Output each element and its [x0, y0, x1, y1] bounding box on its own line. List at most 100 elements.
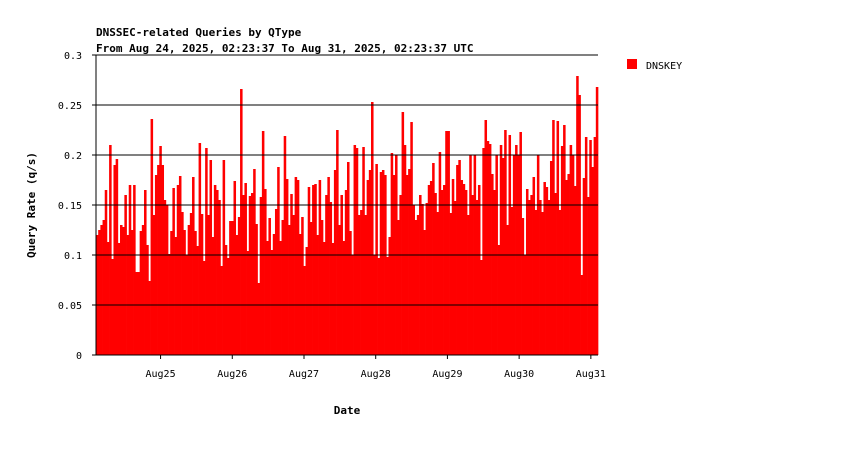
bar-dnskey [501, 158, 505, 355]
bar-dnskey [150, 119, 154, 355]
bar-dnskey [133, 185, 136, 355]
bar-dnskey [360, 210, 363, 355]
x-tick-label: Aug30 [504, 369, 534, 380]
bar-dnskey [565, 180, 568, 355]
bar-dnskey [102, 220, 106, 355]
bar-dnskey [117, 243, 121, 355]
bar-dnskey [399, 195, 402, 355]
bar-dnskey [567, 174, 570, 355]
bar-dnskey [303, 266, 306, 355]
y-tick-label: 0.1 [64, 251, 82, 262]
bar-dnskey [139, 231, 143, 355]
bar-dnskey [290, 194, 293, 355]
bar-dnskey [226, 258, 230, 355]
bar-dnskey [390, 153, 394, 355]
bar-dnskey [331, 243, 335, 355]
bar-dnskey [569, 145, 573, 355]
bar-dnskey [285, 179, 289, 355]
bar-dnskey [325, 195, 328, 355]
bar-dnskey [181, 212, 184, 355]
bar-dnskey [554, 193, 557, 355]
bar-dnskey [449, 213, 453, 355]
bar-dnskey [202, 261, 206, 355]
bar-dnskey [377, 258, 381, 355]
chart-title: DNSSEC-related Queries by QType [96, 26, 302, 39]
bar-dnskey [198, 143, 202, 355]
bar-dnskey [397, 220, 400, 355]
bar-dnskey [357, 215, 361, 355]
legend: DNSKEY [627, 59, 682, 72]
bar-dnskey [423, 230, 426, 355]
x-tick-label: Aug27 [289, 369, 319, 380]
bar-dnskey [593, 137, 597, 355]
x-ticks-group: Aug25 Aug26 Aug27 Aug28 Aug29 Aug30 Aug31 [146, 355, 606, 380]
bar-dnskey [274, 209, 278, 355]
bars-group [96, 76, 599, 355]
bar-dnskey [272, 234, 276, 355]
bar-dnskey [460, 180, 464, 355]
bar-dnskey [412, 205, 416, 355]
bar-dnskey [288, 225, 291, 355]
bar-dnskey [144, 190, 147, 355]
bar-dnskey [408, 169, 411, 355]
y-tick-label: 0 [76, 351, 82, 362]
bar-dnskey [453, 201, 457, 355]
bar-dnskey [327, 177, 330, 355]
bar-dnskey [261, 131, 265, 355]
bar-dnskey [366, 180, 370, 355]
bar-dnskey [499, 145, 503, 355]
bar-dnskey [316, 235, 319, 355]
bar-dnskey [161, 165, 165, 355]
bar-dnskey [392, 175, 396, 355]
bar-dnskey [440, 190, 444, 355]
bar-dnskey [130, 230, 134, 355]
bar-dnskey [443, 185, 446, 355]
y-tick-label: 0.05 [58, 301, 82, 312]
bar-dnskey [414, 220, 418, 355]
bar-dnskey [386, 257, 389, 355]
bar-dnskey [242, 195, 245, 355]
bar-dnskey [244, 183, 247, 355]
bar-dnskey [595, 87, 599, 355]
bar-dnskey [205, 148, 208, 355]
bar-dnskey [576, 76, 579, 355]
bar-dnskey [401, 112, 405, 355]
bar-dnskey [264, 189, 267, 355]
bar-dnskey [416, 215, 420, 355]
bar-dnskey [336, 130, 339, 355]
bar-dnskey [113, 165, 116, 355]
gridlines-group [96, 54, 598, 306]
bar-dnskey [255, 224, 258, 355]
bar-dnskey [532, 177, 536, 355]
bar-dnskey [477, 185, 481, 355]
bar-dnskey [582, 178, 586, 355]
bar-dnskey [176, 185, 180, 355]
bar-dnskey [270, 250, 274, 355]
bar-dnskey [141, 225, 145, 355]
bar-dnskey [482, 148, 485, 355]
bar-dnskey [504, 130, 507, 355]
bar-dnskey [484, 120, 488, 355]
bar-dnskey [534, 210, 538, 355]
bar-dnskey [183, 230, 186, 355]
bar-dnskey [314, 184, 317, 355]
bar-dnskey [364, 215, 367, 355]
bar-dnskey [491, 174, 494, 355]
bar-dnskey [126, 235, 130, 355]
bar-dnskey [268, 218, 271, 355]
bar-dnskey [196, 246, 199, 355]
bar-dnskey [445, 131, 448, 355]
bar-dnskey [451, 179, 455, 355]
bar-dnskey [556, 121, 560, 355]
bar-dnskey [510, 207, 514, 355]
bar-dnskey [298, 234, 302, 355]
bar-dnskey [381, 170, 385, 355]
bar-dnskey [456, 165, 459, 355]
bar-dnskey [322, 242, 326, 355]
bar-dnskey [429, 181, 433, 355]
bar-dnskey [96, 235, 99, 355]
bar-dnskey [128, 185, 132, 355]
bar-dnskey [584, 137, 588, 355]
bar-dnskey [301, 217, 304, 355]
bar-dnskey [111, 259, 114, 355]
